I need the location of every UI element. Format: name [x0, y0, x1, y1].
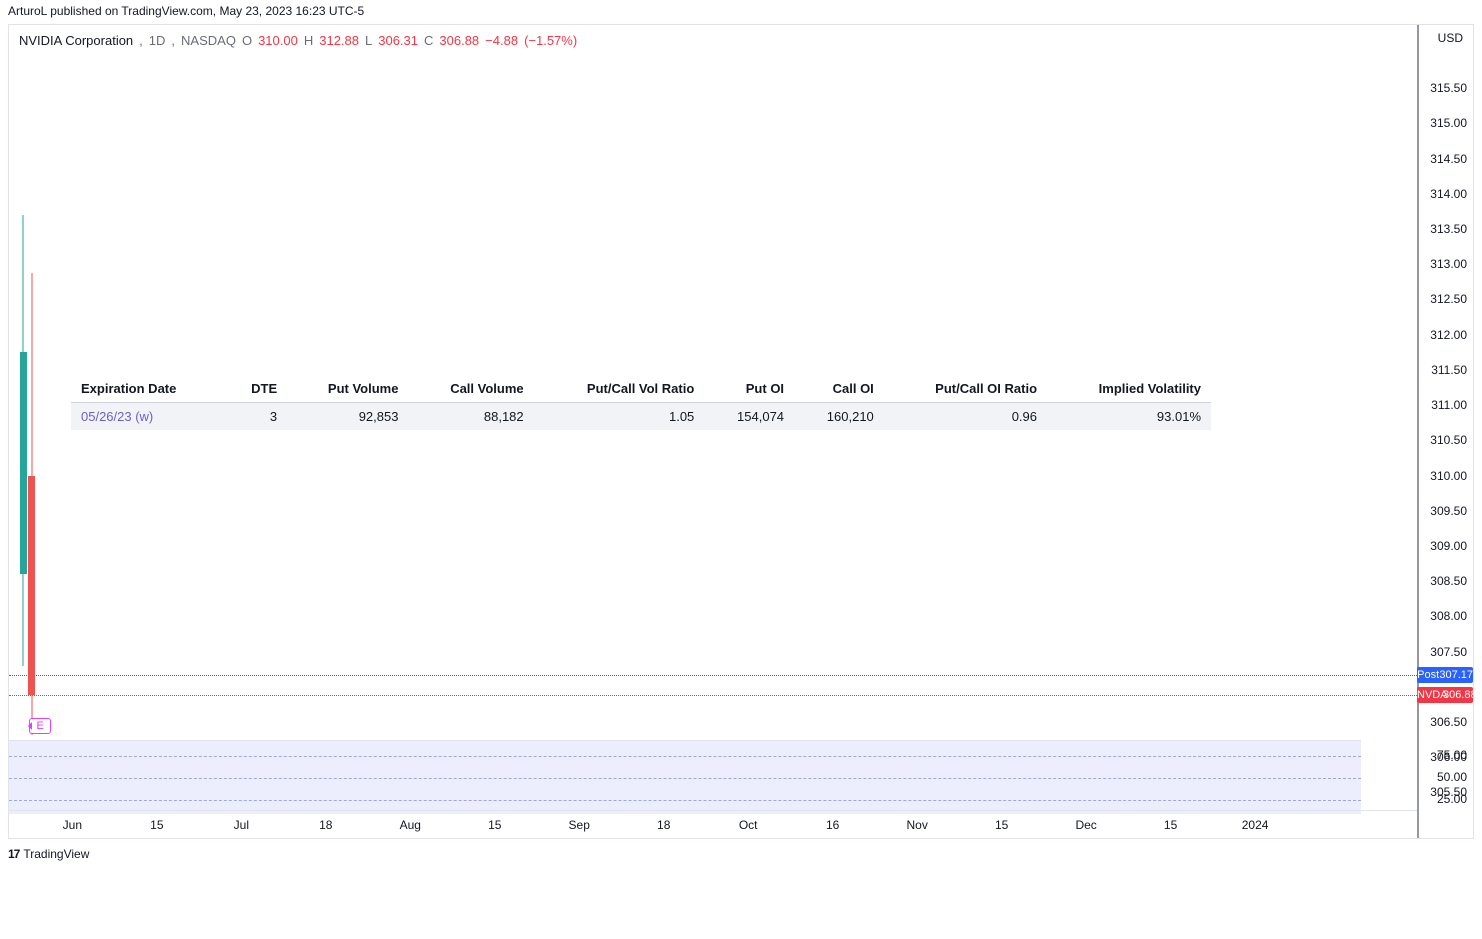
time-tick: 15 — [150, 818, 163, 832]
change-pct: (−1.57%) — [524, 33, 577, 48]
brand-footer[interactable]: 17 TradingView — [8, 847, 89, 861]
symbol-name: NVIDIA Corporation — [19, 33, 133, 48]
candle[interactable] — [28, 25, 35, 838]
earnings-marker[interactable]: E — [29, 718, 51, 734]
indicator-tick: 25.00 — [1437, 792, 1467, 806]
price-tick: 312.00 — [1430, 328, 1467, 342]
price-tick: 311.50 — [1431, 363, 1467, 377]
options-col-header: Put Volume — [287, 375, 408, 403]
price-tick: 307.50 — [1430, 645, 1467, 659]
options-cell: 92,853 — [287, 402, 408, 430]
options-cell: 3 — [226, 402, 288, 430]
c-val: 306.88 — [439, 33, 479, 48]
price-unit: USD — [1438, 31, 1463, 45]
price-tick: 313.00 — [1430, 257, 1467, 271]
time-tick: 15 — [995, 818, 1008, 832]
price-axis[interactable]: USD 315.50 315.00 314.50 314.00 313.50 313.00… — [1417, 25, 1473, 838]
price-tick: 309.50 — [1430, 504, 1467, 518]
price-tick: 313.50 — [1430, 222, 1467, 236]
indicator-level-line — [9, 756, 1361, 757]
options-cell: 160,210 — [794, 402, 884, 430]
price-tick: 310.50 — [1430, 433, 1467, 447]
time-tick: 2024 — [1242, 818, 1269, 832]
price-badge: Post307.17 — [1417, 667, 1473, 683]
price-tick: 309.00 — [1430, 539, 1467, 553]
time-tick: Sep — [569, 818, 590, 832]
options-col-header: Put/Call Vol Ratio — [534, 375, 705, 403]
options-cell: 0.96 — [884, 402, 1047, 430]
price-plot[interactable]: Expiration DateDTEPut VolumeCall VolumeP… — [9, 25, 1417, 838]
options-col-header: Call Volume — [408, 375, 533, 403]
price-tick: 308.50 — [1430, 574, 1467, 588]
time-tick: Aug — [400, 818, 421, 832]
options-cell: 154,074 — [704, 402, 794, 430]
indicator-level-line — [9, 778, 1361, 779]
time-tick: 15 — [1164, 818, 1177, 832]
interval: 1D — [149, 33, 166, 48]
options-cell: 05/26/23 (w) — [71, 402, 226, 430]
price-tick: 306.50 — [1430, 715, 1467, 729]
c-label: C — [424, 33, 433, 48]
candle[interactable] — [20, 25, 27, 838]
options-col-header: Put/Call OI Ratio — [884, 375, 1047, 403]
price-tick: 310.00 — [1430, 469, 1467, 483]
options-cell: 88,182 — [408, 402, 533, 430]
price-line — [9, 695, 1417, 696]
price-tick: 315.50 — [1430, 81, 1467, 95]
h-val: 312.88 — [319, 33, 359, 48]
brand-text: TradingView — [23, 847, 89, 861]
options-col-header: Call OI — [794, 375, 884, 403]
l-label: L — [365, 33, 372, 48]
time-tick: Jul — [234, 818, 249, 832]
price-tick: 314.50 — [1430, 152, 1467, 166]
options-col-header: DTE — [226, 375, 288, 403]
indicator-tick: 50.00 — [1437, 770, 1467, 784]
price-tick: 311.00 — [1431, 398, 1467, 412]
price-tick: 314.00 — [1430, 187, 1467, 201]
symbol-legend[interactable]: NVIDIA Corporation, 1D, NASDAQ O310.00 H… — [19, 33, 577, 48]
time-tick: Jun — [63, 818, 82, 832]
brand-icon: 17 — [8, 847, 19, 861]
price-badge: NVDA306.88 — [1417, 687, 1473, 703]
options-cell: 1.05 — [534, 402, 705, 430]
options-col-header: Implied Volatility — [1047, 375, 1211, 403]
indicator-level-line — [9, 800, 1361, 801]
options-col-header: Expiration Date — [71, 375, 226, 403]
options-row: 05/26/23 (w)392,85388,1821.05154,074160,… — [71, 402, 1211, 430]
time-tick: 18 — [319, 818, 332, 832]
options-table: Expiration DateDTEPut VolumeCall VolumeP… — [71, 375, 1211, 430]
time-axis[interactable]: Jun 15 Jul 18 Aug 15 Sep 18 Oct 16 Nov 15 Dec 15 2024 — [9, 810, 1417, 838]
time-tick: Dec — [1075, 818, 1096, 832]
time-tick: Nov — [906, 818, 927, 832]
lower-indicator-panel[interactable] — [9, 740, 1361, 813]
price-tick: 308.00 — [1430, 609, 1467, 623]
price-tick: 315.00 — [1430, 116, 1467, 130]
o-label: O — [242, 33, 252, 48]
lower-indicator-axis[interactable]: 75.00 50.00 25.00 — [1417, 740, 1473, 813]
publish-meta: ArturoL published on TradingView.com, Ma… — [8, 4, 364, 18]
time-tick: Oct — [739, 818, 758, 832]
price-line — [9, 675, 1417, 676]
indicator-tick: 75.00 — [1437, 748, 1467, 762]
options-col-header: Put OI — [704, 375, 794, 403]
price-tick: 312.50 — [1430, 292, 1467, 306]
change: −4.88 — [485, 33, 518, 48]
o-val: 310.00 — [258, 33, 298, 48]
exchange: NASDAQ — [181, 33, 236, 48]
chart-frame: NVIDIA Corporation, 1D, NASDAQ O310.00 H… — [8, 24, 1474, 839]
publish-meta-text: ArturoL published on TradingView.com, Ma… — [8, 4, 364, 18]
h-label: H — [304, 33, 313, 48]
time-tick: 15 — [488, 818, 501, 832]
l-val: 306.31 — [378, 33, 418, 48]
time-tick: 18 — [657, 818, 670, 832]
options-cell: 93.01% — [1047, 402, 1211, 430]
time-tick: 16 — [826, 818, 839, 832]
